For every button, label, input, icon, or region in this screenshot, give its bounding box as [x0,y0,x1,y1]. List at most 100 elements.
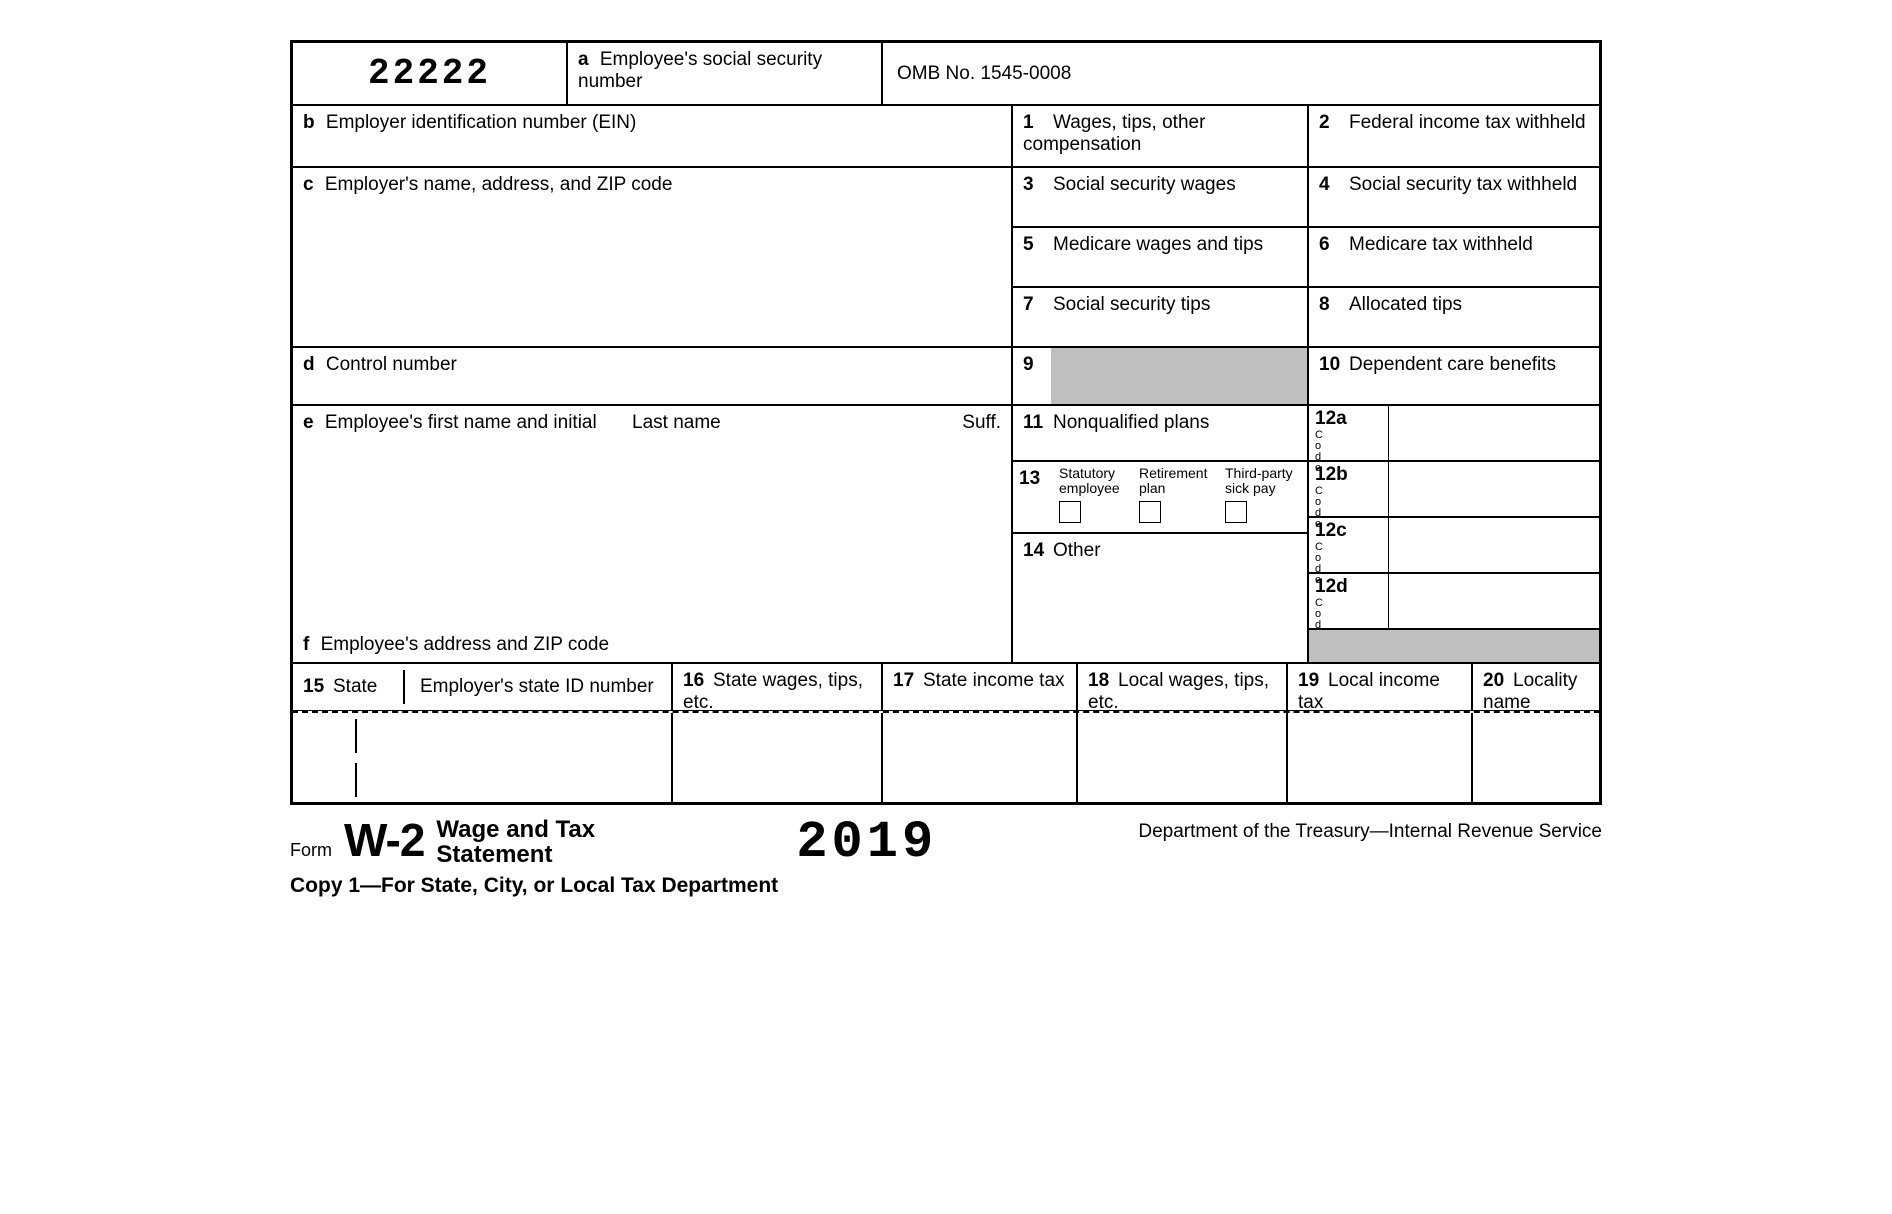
box-18: 18Local wages, tips, etc. [1077,663,1287,711]
box-3: 3Social security wages [1012,167,1308,227]
num-9: 9 [1023,354,1045,376]
num-5: 5 [1023,234,1045,256]
label-1: Wages, tips, other compensation [1023,112,1205,155]
box-13-c: Third-party sick pay [1225,466,1301,526]
c-label: Employer's name, address, and ZIP code [325,174,673,195]
label-14: Other [1053,540,1101,561]
box-7: 7Social security tips [1012,287,1308,347]
label-2: Federal income tax withheld [1349,112,1586,133]
row-e-block: e Employee's first name and initial Last… [292,405,1600,663]
box-d: d Control number [292,347,1012,405]
box-c: c Employer's name, address, and ZIP code [292,167,1012,347]
col-11-13-14: 11Nonqualified plans 13 Statutory employ… [1012,405,1308,663]
num-2: 2 [1319,112,1341,134]
copy-text: Copy 1—For State, City, or Local Tax Dep… [290,874,1602,898]
checkbox-statutory[interactable] [1059,501,1081,523]
box-4: 4 Social security tax withheld [1308,167,1600,227]
box-14: 14 Other [1012,533,1308,663]
label-15b: Employer's state ID number [420,676,654,697]
e-suff: Suff. [962,412,1001,434]
label-12a: 12a [1315,408,1347,429]
box-a-letter: a [578,49,589,70]
row-d-9-10: d Control number 9 10 Dependent care bene… [292,347,1600,405]
box-20: 20Locality name [1472,663,1600,711]
num-20: 20 [1483,670,1505,692]
b-letter: b [303,112,315,133]
num-13: 13 [1019,468,1041,526]
num-10: 10 [1319,354,1341,376]
box-8: 8 Allocated tips [1308,287,1600,347]
row-b-1-2: b Employer identification number (EIN) 1… [292,105,1600,167]
box-9: 9 [1012,347,1308,405]
form-code: W-2 [344,813,424,867]
e-letter: e [303,412,314,433]
num-6: 6 [1319,234,1341,256]
row-c-block: c Employer's name, address, and ZIP code… [292,167,1600,347]
omb-text: OMB No. 1545-0008 [897,63,1071,85]
label-4: Social security tax withheld [1349,174,1577,195]
label-8: Allocated tips [1349,294,1462,315]
label-12c: 12c [1315,520,1347,541]
label-17: State income tax [923,670,1065,691]
box-e-line: e Employee's first name and initial Last… [303,412,1001,434]
box-2: 2 Federal income tax withheld [1308,105,1600,167]
label-13b: Retirement plan [1139,465,1207,496]
box-e-f: e Employee's first name and initial Last… [292,405,1012,663]
form-number-cell: 22222 [292,42,567,105]
label-12d: 12d [1315,576,1348,597]
num-14: 14 [1023,540,1045,562]
label-6: Medicare tax withheld [1349,234,1533,255]
b-label: Employer identification number (EIN) [326,112,636,133]
state-row-2 [292,757,1600,803]
label-10: Dependent care benefits [1349,354,1556,375]
label-11: Nonqualified plans [1053,412,1209,433]
box-16: 16State wages, tips, etc. [672,663,882,711]
box-a-label: Employee's social security number [578,49,822,92]
box-19: 19Local income tax [1287,663,1472,711]
box-6: 6 Medicare tax withheld [1308,227,1600,287]
dept-text: Department of the Treasury—Internal Reve… [1138,813,1602,843]
label-13c: Third-party sick pay [1225,465,1293,496]
num-16: 16 [683,670,705,692]
box-b: b Employer identification number (EIN) [292,105,1012,167]
checkbox-retirement[interactable] [1139,501,1161,523]
box-1: 1Wages, tips, other compensation [1012,105,1308,167]
box-11: 11Nonqualified plans [1012,405,1308,461]
vline-r1 [355,719,357,753]
label-7: Social security tips [1053,294,1210,315]
box-12d: 12dC o d e [1308,573,1600,629]
box-13-b: Retirement plan [1139,466,1215,526]
form-grid: 22222 a Employee's social security numbe… [290,40,1602,805]
box-12a: 12aC o d e [1308,405,1600,461]
e-label: Employee's first name and initial [325,412,597,433]
label-13a: Statutory employee [1059,465,1120,496]
box-15: 15 State Employer's state ID number [292,663,672,711]
num-15: 15 [303,676,325,698]
num-18: 18 [1088,670,1110,692]
box-12b: 12bC o d e [1308,461,1600,517]
title-line2: Statement [436,841,552,868]
num-1: 1 [1023,112,1045,134]
checkbox-thirdparty[interactable] [1225,501,1247,523]
footer: Form W-2 Wage and Tax Statement 2019 Dep… [290,813,1602,872]
num-19: 19 [1298,670,1320,692]
box-13: 13 Statutory employee Retirement plan Th… [1012,461,1308,533]
omb-cell: OMB No. 1545-0008 [882,42,1600,105]
num-8: 8 [1319,294,1341,316]
box-12-grey [1308,629,1600,663]
label-5: Medicare wages and tips [1053,234,1263,255]
form-year: 2019 [595,813,1138,872]
f-label: Employee's address and ZIP code [321,634,609,655]
label-18: Local wages, tips, etc. [1088,670,1269,713]
box-13-a: Statutory employee [1059,466,1129,526]
box-12c: 12cC o d e [1308,517,1600,573]
label-12b: 12b [1315,464,1348,485]
vline-15 [403,670,405,704]
num-4: 4 [1319,174,1341,196]
state-header-row: 15State Employer's state ID number 16Sta… [292,663,1600,711]
label-15: State [333,676,377,697]
form-title: Wage and Tax Statement [436,817,595,867]
d-letter: d [303,354,315,375]
form-word: Form [290,840,332,861]
c-letter: c [303,174,314,195]
